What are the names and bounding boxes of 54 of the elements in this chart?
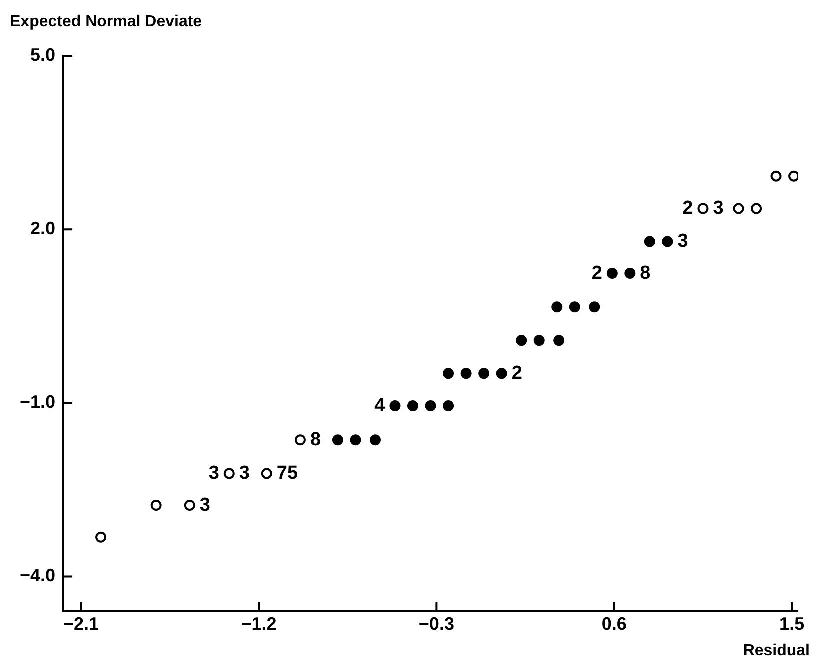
point	[644, 236, 656, 248]
y-tick-label: 2.0	[30, 218, 56, 239]
point	[554, 335, 565, 346]
point	[516, 335, 528, 346]
annotation: 4	[374, 395, 386, 416]
point	[662, 236, 674, 248]
point	[733, 203, 744, 214]
point	[552, 302, 563, 313]
point	[332, 434, 344, 446]
point	[496, 368, 508, 380]
point	[150, 500, 162, 512]
point	[390, 400, 401, 412]
x-tick-label: −0.3	[418, 614, 454, 634]
y-tick-label: −4.0	[20, 566, 56, 586]
annotation: 3	[200, 494, 210, 516]
point	[751, 203, 762, 214]
point	[96, 532, 107, 543]
annotation: 3	[713, 198, 724, 219]
x-tick-label: 1.5	[780, 614, 805, 634]
annotation: 3	[678, 230, 688, 252]
point	[224, 468, 235, 480]
point	[534, 335, 545, 346]
y-axis-title: Expected Normal Deviate	[10, 13, 202, 30]
point	[589, 302, 600, 313]
y-tick-label: −1.0	[20, 392, 56, 412]
annotation: 2	[682, 198, 694, 219]
point	[569, 302, 580, 313]
point	[425, 400, 436, 412]
point	[294, 434, 306, 446]
point	[443, 368, 454, 380]
point	[770, 170, 782, 182]
x-tick-label: −2.1	[64, 614, 100, 634]
point	[370, 434, 381, 446]
point	[184, 500, 196, 512]
x-axis-title: Residual	[743, 642, 810, 660]
annotation: 3	[208, 462, 220, 484]
x-tick-label: 0.6	[602, 614, 627, 634]
annotation: 3	[239, 462, 250, 484]
annotation: 8	[640, 262, 651, 284]
point	[606, 268, 618, 280]
point	[408, 400, 418, 412]
point	[443, 400, 454, 412]
point	[624, 268, 636, 280]
point	[261, 468, 272, 480]
annotation: 2	[512, 362, 522, 384]
annotation: 75	[276, 462, 298, 484]
annotation: 2	[592, 262, 602, 284]
point	[350, 434, 362, 446]
annotation: 8	[310, 429, 322, 450]
y-tick-label: 5.0	[30, 44, 56, 65]
x-tick-label: −1.2	[241, 614, 277, 634]
point	[460, 368, 472, 380]
point	[478, 368, 490, 380]
point	[698, 203, 709, 214]
